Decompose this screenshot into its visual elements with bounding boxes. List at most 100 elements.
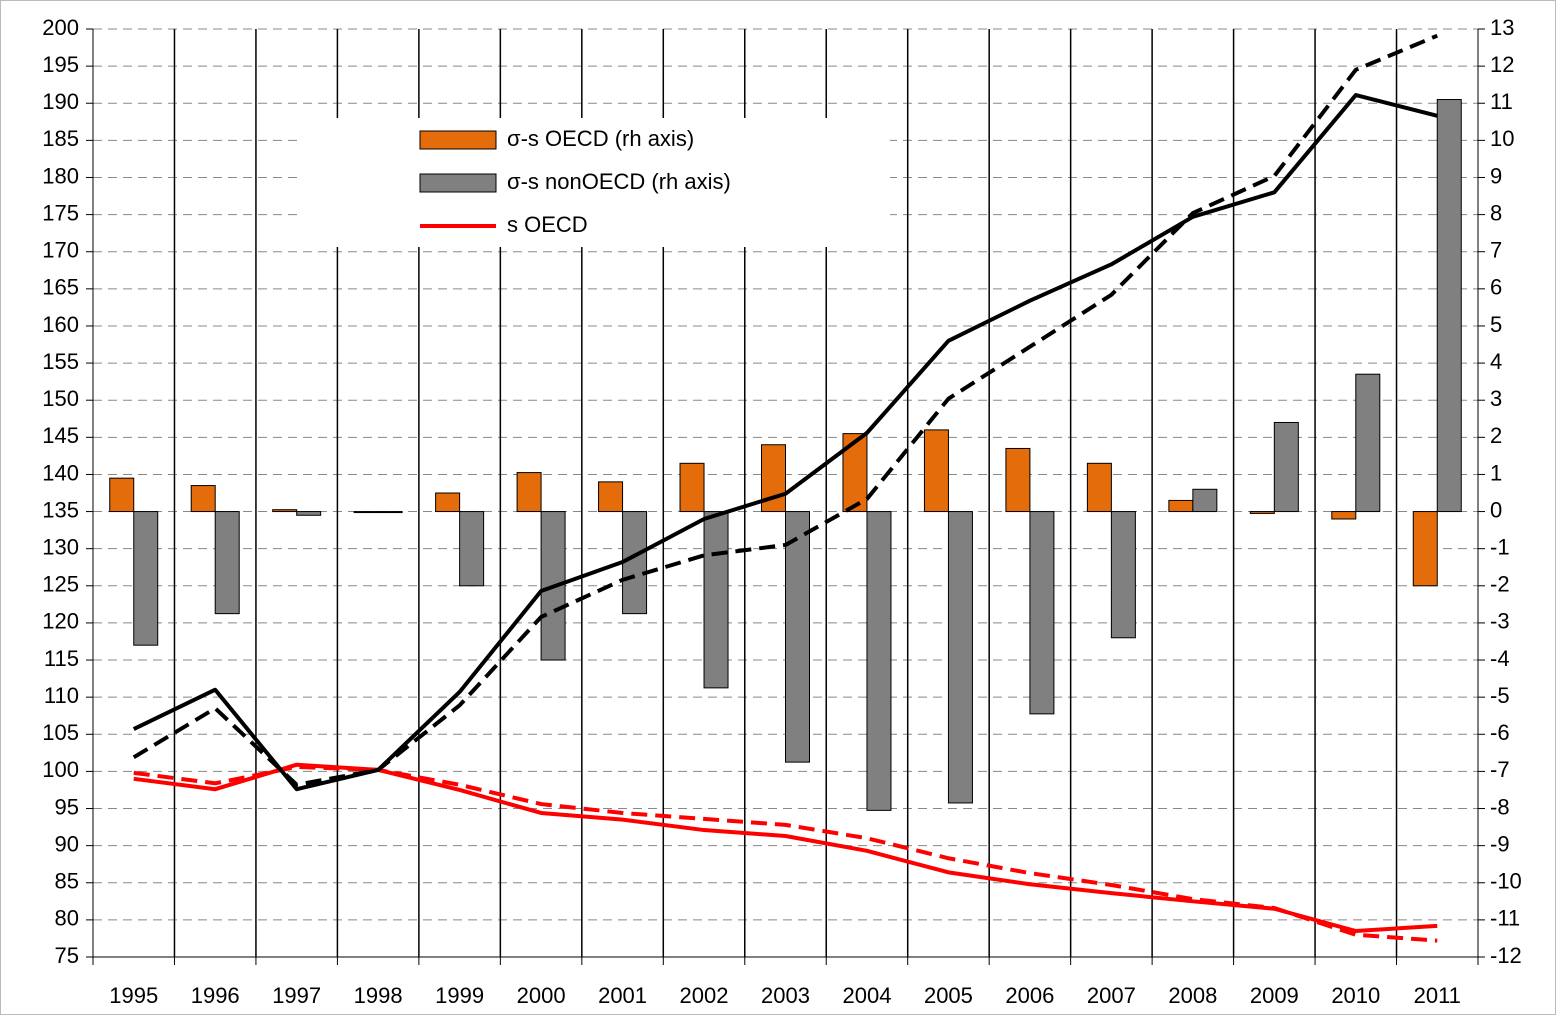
bar <box>1412 511 1438 587</box>
y2-tick-label: 11 <box>1490 89 1513 114</box>
bar <box>1192 488 1218 513</box>
y2-tick-label: 9 <box>1490 163 1502 188</box>
x-tick-label: 2007 <box>1087 983 1136 1008</box>
y-tick-label: 75 <box>55 943 79 968</box>
y-tick-label: 175 <box>42 200 79 225</box>
bar <box>866 511 892 811</box>
y-tick-label: 105 <box>42 720 79 745</box>
y2-tick-label: -1 <box>1490 534 1510 559</box>
y-tick-label: 90 <box>55 831 79 856</box>
x-tick-label: 1997 <box>272 983 321 1008</box>
y2-tick-label: 2 <box>1490 423 1502 448</box>
line <box>132 93 1438 792</box>
bar <box>622 511 648 615</box>
y2-tick-label: 7 <box>1490 238 1502 263</box>
x-tick-label: 2004 <box>842 983 891 1008</box>
y-tick-label: 80 <box>55 906 79 931</box>
bar <box>1168 499 1194 513</box>
legend-box <box>300 118 890 247</box>
bar <box>459 511 485 587</box>
bar <box>377 511 403 514</box>
y2-tick-label: 12 <box>1490 52 1514 77</box>
x-tick-label: 2002 <box>680 983 729 1008</box>
x-tick-label: 1996 <box>191 983 240 1008</box>
y2-tick-label: -12 <box>1490 943 1522 968</box>
y2-tick-label: -3 <box>1490 609 1510 634</box>
bar <box>133 511 159 646</box>
y-tick-label: 150 <box>42 386 79 411</box>
bar <box>703 511 729 689</box>
bar <box>435 492 461 513</box>
bar <box>1086 462 1112 513</box>
y-tick-label: 140 <box>42 460 79 485</box>
legend-swatch <box>419 173 497 193</box>
y-tick-label: 100 <box>42 757 79 782</box>
y-tick-label: 85 <box>55 869 79 894</box>
x-tick-label: 2001 <box>598 983 647 1008</box>
bar <box>923 429 949 513</box>
bar <box>516 472 542 513</box>
y2-tick-label: 0 <box>1490 497 1502 522</box>
bar <box>214 511 240 615</box>
y2-tick-label: -5 <box>1490 683 1510 708</box>
x-tick-label: 2008 <box>1168 983 1217 1008</box>
y2-tick-label: -6 <box>1490 720 1510 745</box>
y2-tick-label: -9 <box>1490 831 1510 856</box>
x-tick-label: 2010 <box>1331 983 1380 1008</box>
y2-tick-label: 6 <box>1490 275 1502 300</box>
x-tick-label: 2009 <box>1250 983 1299 1008</box>
bar <box>353 511 379 514</box>
bar <box>296 511 322 516</box>
bar <box>947 511 973 804</box>
y2-tick-label: 5 <box>1490 312 1502 337</box>
bar <box>190 485 216 513</box>
y-tick-label: 165 <box>42 275 79 300</box>
x-tick-label: 2011 <box>1414 983 1461 1008</box>
y-tick-label: 180 <box>42 163 79 188</box>
x-tick-label: 1995 <box>109 983 158 1008</box>
y2-tick-label: 4 <box>1490 349 1502 374</box>
y-tick-label: 185 <box>42 126 79 151</box>
y2-tick-label: 10 <box>1490 126 1514 151</box>
y-tick-label: 125 <box>42 572 79 597</box>
y-tick-label: 95 <box>55 794 79 819</box>
bar <box>785 511 810 763</box>
x-tick-label: 2006 <box>1005 983 1054 1008</box>
bar <box>109 477 135 513</box>
bar <box>1331 511 1357 520</box>
y-tick-label: 110 <box>44 683 79 708</box>
y-tick-label: 195 <box>42 52 79 77</box>
bar <box>1355 373 1381 513</box>
bar <box>1029 511 1055 715</box>
bar <box>1005 447 1031 513</box>
y-tick-label: 160 <box>42 312 79 337</box>
y2-tick-label: -7 <box>1490 757 1510 782</box>
y-tick-label: 130 <box>42 534 79 559</box>
y-tick-label: 200 <box>42 15 79 40</box>
bar <box>598 481 624 513</box>
bar <box>1110 511 1136 639</box>
y-tick-label: 145 <box>42 423 79 448</box>
legend-swatch <box>419 130 497 150</box>
y2-tick-label: 3 <box>1490 386 1502 411</box>
y2-tick-label: -8 <box>1490 794 1510 819</box>
y-tick-label: 155 <box>42 349 79 374</box>
bar <box>679 462 705 513</box>
x-tick-label: 2005 <box>924 983 973 1008</box>
y2-tick-label: 13 <box>1490 15 1514 40</box>
x-tick-label: 2000 <box>517 983 566 1008</box>
x-tick-label: 1998 <box>354 983 403 1008</box>
y-tick-label: 135 <box>42 497 79 522</box>
bar <box>1273 421 1299 513</box>
bar <box>1436 99 1462 513</box>
legend-label: s OECD <box>507 212 588 237</box>
y2-tick-label: -4 <box>1490 646 1510 671</box>
line <box>133 764 1438 943</box>
x-tick-label: 1999 <box>435 983 484 1008</box>
y-tick-label: 170 <box>42 238 79 263</box>
legend-label: σ-s nonOECD (rh axis) <box>507 169 731 194</box>
bar <box>1249 511 1275 514</box>
y2-tick-label: -10 <box>1490 869 1522 894</box>
